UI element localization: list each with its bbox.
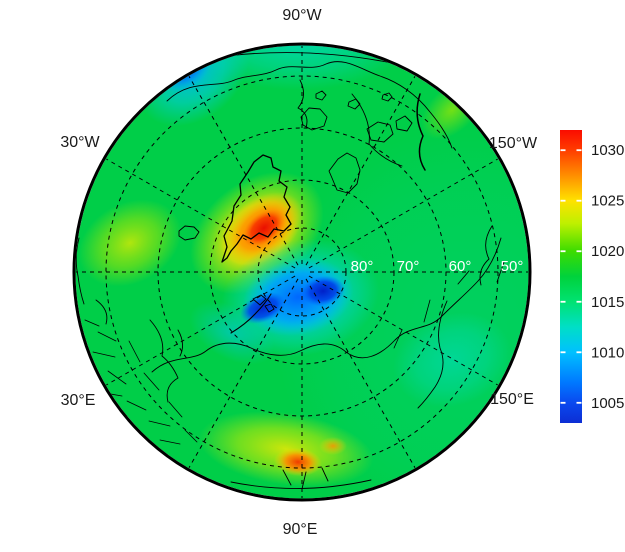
coastlines [75, 52, 505, 490]
map-border-circle [72, 42, 532, 502]
latitude-label: 70° [397, 258, 420, 275]
colorbar-tick [560, 401, 566, 404]
colorbar-tick-label: 1010 [591, 344, 624, 361]
meridian-label: 90°E [283, 521, 318, 538]
colorbar-tick [576, 199, 582, 202]
coastline-greenland [221, 154, 292, 263]
colorbar: 1030 1025 1020 1015 1010 1005 [560, 130, 624, 423]
latitude-label: 50° [501, 258, 524, 275]
meridian-label: 30°E [61, 392, 96, 409]
colorbar-tick [560, 250, 566, 253]
pressure-blob [198, 411, 374, 487]
colorbar-tick-label: 1005 [591, 395, 624, 412]
coastline-hudson [297, 79, 308, 129]
colorbar-tick [576, 401, 582, 404]
coastline-banks-island [395, 115, 413, 132]
colorbar-tick-label: 1020 [591, 243, 624, 260]
rivers-siberia [393, 299, 431, 349]
colorbar-tick-label: 1030 [591, 142, 624, 159]
colorbar-tick [560, 199, 566, 202]
colorbar-tick [576, 250, 582, 253]
coastline-svalbard [252, 294, 275, 313]
colorbar-tick-label: 1015 [591, 294, 624, 311]
colorbar-tick [576, 300, 582, 303]
latitude-labels: 80° 70° 60° 50° [351, 258, 524, 275]
coastline-europe-west [75, 237, 108, 327]
colorbar-tick [560, 149, 566, 152]
meridian-label: 30°W [60, 134, 100, 151]
coastline-chukotka [457, 225, 505, 286]
coastline-arctic-islands-jag [416, 93, 426, 171]
pressure-blob [393, 312, 511, 408]
meridian-label: 150°W [489, 135, 538, 152]
coastline-baffin [328, 152, 361, 194]
pressure-blob [319, 437, 347, 455]
coastline-small-islands [315, 90, 393, 110]
pressure-blob [78, 199, 182, 287]
meridian-label: 150°E [490, 391, 534, 408]
colorbar-tick [560, 300, 566, 303]
coastline-kamchatka [417, 300, 448, 409]
coastline-victoria-island [366, 121, 394, 143]
meridian-label: 90°W [282, 7, 322, 24]
coastline-scandinavia [149, 319, 183, 403]
pressure-blob [301, 275, 345, 307]
latitude-label: 80° [351, 258, 374, 275]
meridian-labels: 90°W 150°W 150°E 90°E 30°E 30°W [60, 7, 538, 538]
coastline-north-america [166, 61, 453, 149]
colorbar-gradient [560, 130, 582, 423]
pressure-blob [274, 447, 322, 477]
colorbar-tick [576, 149, 582, 152]
colorbar-tick [576, 351, 582, 354]
coastline-alaska [351, 93, 403, 167]
coastline-eurasia [151, 237, 502, 373]
coastline-ellesmere [300, 107, 328, 131]
colorbar-tick-label: 1025 [591, 193, 624, 210]
coastline-iceland [178, 225, 200, 241]
pressure-field-blobs [78, 45, 529, 499]
graticule [76, 46, 528, 498]
latitude-label: 60° [449, 258, 472, 275]
borders-bottom [230, 467, 372, 490]
coastline-novaya-zemlya [230, 293, 272, 334]
colorbar-tick [560, 351, 566, 354]
